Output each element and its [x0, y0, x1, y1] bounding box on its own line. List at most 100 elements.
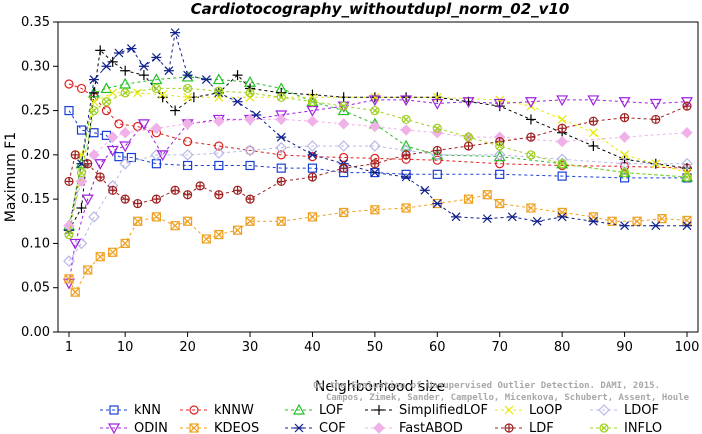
data-point-knnw: [307, 152, 318, 162]
data-point-ldof: [212, 147, 225, 159]
data-point-inflo: [183, 83, 193, 94]
data-point-kdeos: [482, 190, 492, 200]
data-point-kdeos: [201, 234, 211, 244]
x-tick-label: 20: [179, 340, 196, 355]
data-point-inflo: [463, 132, 474, 142]
data-point-fastabod: [306, 115, 319, 127]
data-point-fastabod: [400, 124, 412, 136]
data-point-odin: [306, 105, 319, 117]
series-line-kdeos: [68, 194, 688, 294]
data-point-fastabod: [275, 113, 287, 126]
data-point-fastabod: [119, 127, 131, 139]
data-point-cof: [588, 216, 599, 226]
legend-marker-lof: [292, 403, 306, 415]
data-point-kdeos: [632, 216, 642, 226]
legend-item-simplifiedlof: SimplifiedLOF: [365, 403, 488, 418]
data-point-ldf: [183, 190, 193, 200]
legend-label: LDF: [529, 421, 554, 434]
data-point-inflo: [214, 86, 224, 96]
data-point-knn: [89, 128, 99, 138]
data-point-kdeos: [526, 203, 536, 213]
data-point-kdeos: [133, 216, 143, 226]
legend-item-knnw: kNNW: [180, 403, 254, 418]
data-point-odin: [106, 145, 119, 157]
y-tick-label: 0.15: [21, 192, 50, 207]
credit-line-1: Campos, Zimek, Sander, Campello, Micenko…: [326, 392, 690, 403]
data-point-fastabod: [369, 120, 381, 133]
chart-title: Cardiotocography_withoutdupl_norm_02_v10: [191, 0, 570, 18]
data-point-kdeos: [232, 225, 243, 235]
data-point-fastabod: [618, 131, 631, 143]
data-point-ldf: [195, 181, 205, 191]
data-point-ldof: [150, 149, 163, 161]
data-point-kdeos: [214, 229, 224, 240]
data-point-cof: [650, 221, 661, 231]
series-ldf: [64, 101, 692, 209]
data-point-odin: [524, 97, 537, 108]
data-point-cof: [419, 185, 430, 195]
data-point-ldf: [214, 190, 224, 200]
series-line-simplifiedlof: [68, 49, 688, 231]
data-point-simplifiedlof: [170, 105, 181, 116]
x-tick-label: 50: [367, 340, 384, 355]
data-point-kdeos: [370, 205, 380, 215]
data-point-kdeos: [95, 252, 105, 262]
data-point-kdeos: [108, 247, 118, 257]
data-point-ldf: [70, 150, 80, 160]
data-point-knnw: [276, 150, 286, 160]
series-knn: [64, 105, 692, 183]
data-point-odin: [81, 194, 94, 206]
data-point-kdeos: [83, 265, 93, 275]
plot-area: [57, 21, 699, 333]
data-point-odin: [556, 95, 569, 107]
data-point-knn: [619, 173, 630, 183]
data-point-cof: [532, 216, 543, 226]
y-tick-label: 0.00: [21, 325, 50, 340]
x-axis: 1 10 20 30 40 50 60 70 80 90 100: [65, 332, 699, 355]
data-point-ldof: [306, 140, 319, 152]
data-point-odin: [119, 141, 132, 153]
data-point-inflo: [76, 167, 87, 178]
data-point-inflo: [495, 141, 505, 151]
data-point-lof: [431, 148, 444, 160]
data-point-cof: [182, 70, 193, 80]
series-line-odin: [68, 99, 688, 284]
data-point-loop: [588, 128, 598, 138]
data-point-ldf: [401, 150, 411, 160]
data-point-simplifiedlof: [138, 70, 149, 81]
data-point-ldf: [108, 185, 118, 195]
data-point-simplifiedlof: [88, 87, 99, 98]
data-point-knn: [276, 163, 286, 173]
data-point-kdeos: [245, 216, 255, 226]
data-point-odin: [94, 159, 107, 170]
data-point-kdeos: [401, 203, 411, 213]
data-point-kdeos: [151, 212, 161, 222]
data-point-cof: [451, 212, 462, 222]
legend-item-inflo: INFLO: [590, 421, 662, 434]
legend-label: COF: [319, 421, 346, 434]
legend-label: ODIN: [134, 421, 168, 434]
series-line-knnw: [68, 83, 688, 169]
x-tick-label: 1: [65, 340, 73, 355]
data-point-knn: [307, 163, 318, 173]
data-point-ldf: [133, 198, 143, 209]
data-point-simplifiedlof: [525, 114, 536, 125]
data-point-inflo: [682, 172, 692, 182]
series-fastabod: [63, 113, 693, 232]
data-point-knnw: [183, 136, 193, 147]
data-point-fastabod: [213, 115, 225, 127]
data-point-odin: [680, 97, 694, 108]
data-point-knn: [557, 171, 567, 181]
data-point-knn: [245, 160, 255, 171]
data-point-fastabod: [181, 118, 194, 130]
data-point-cof: [170, 28, 181, 38]
data-point-fastabod: [106, 131, 119, 143]
data-point-fastabod: [75, 175, 88, 188]
data-point-inflo: [101, 97, 112, 107]
series-inflo: [64, 83, 692, 240]
data-point-cof: [369, 168, 380, 177]
y-tick-label: 0.35: [21, 15, 50, 30]
data-point-ldof: [181, 149, 194, 161]
credit-line-2: On the Evaluation of Unsupervised Outlie…: [313, 380, 660, 391]
